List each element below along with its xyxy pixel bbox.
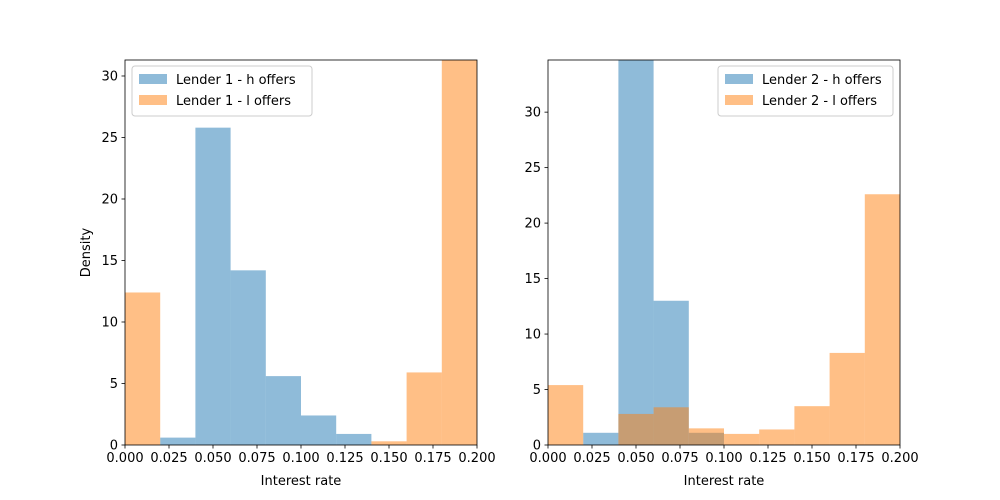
histogram-bar-series-1-bin-0 (125, 292, 161, 445)
legend: Lender 2 - h offers Lender 2 - l offers (717, 65, 894, 117)
legend-swatch (139, 74, 167, 84)
histogram-bar-series-0-bin-0 (583, 432, 619, 445)
histogram-bar-series-1-bin-1 (618, 413, 654, 445)
histogram-bar-series-1-bin-7 (829, 352, 865, 445)
y-tick-label: 30 (524, 106, 541, 121)
left-histogram-panel: 0.000 0.025 0.050 0.075 0.100 0.125 0.150 0.175… (79, 59, 496, 489)
right-histogram-panel: 0.000 0.025 0.050 0.075 0.100 0.125 0.150 0.175… (524, 59, 919, 489)
y-tick-label: 15 (101, 254, 118, 269)
legend-label: Lender 1 - h offers (176, 73, 296, 88)
x-tick-label: 0.175 (837, 451, 874, 466)
histogram-bar-series-1-bin-0 (548, 385, 584, 445)
legend-box (717, 65, 894, 117)
legend-swatch (725, 74, 753, 84)
x-tick-label: 0.175 (414, 451, 451, 466)
legend-label: Lender 2 - l offers (762, 94, 877, 109)
x-tick-label: 0.050 (617, 451, 654, 466)
legend-swatch (725, 95, 753, 105)
y-tick-label: 20 (524, 217, 541, 232)
y-tick-label: 0 (533, 439, 541, 454)
y-tick-label: 10 (101, 315, 118, 330)
legend: Lender 1 - h offers Lender 1 - l offers (131, 65, 313, 117)
histogram-bar-series-0-bin-2 (230, 270, 266, 445)
x-tick-label: 0.200 (881, 451, 918, 466)
x-tick-label: 0.050 (194, 451, 231, 466)
histogram-bar-series-1-bin-2 (406, 372, 442, 445)
y-tick-label: 0 (110, 439, 118, 454)
x-tick-label: 0.100 (705, 451, 742, 466)
x-tick-label: 0.150 (793, 451, 830, 466)
x-tick-label: 0.200 (458, 451, 495, 466)
histogram-bar-series-1-bin-3 (688, 428, 724, 445)
x-tick-label: 0.150 (370, 451, 407, 466)
histogram-bar-series-1-bin-3 (441, 60, 477, 445)
histogram-bar-series-0-bin-1 (618, 60, 654, 445)
histogram-bar-series-1-bin-5 (759, 429, 795, 445)
histogram-bar-series-1-bin-6 (794, 406, 830, 445)
histogram-bar-series-1-bin-8 (864, 194, 900, 445)
histogram-bar-series-1-bin-1 (371, 441, 407, 445)
x-tick-label: 0.025 (150, 451, 187, 466)
histogram-bar-series-1-bin-4 (724, 433, 760, 445)
histogram-bar-series-0-bin-4 (301, 415, 337, 445)
y-tick-label: 20 (101, 192, 118, 207)
x-tick-label: 0.075 (238, 451, 275, 466)
x-axis-label: Interest rate (684, 474, 765, 489)
legend-box (131, 65, 313, 117)
y-tick-label: 15 (524, 272, 541, 287)
legend-label: Lender 2 - h offers (762, 73, 882, 88)
legend-label: Lender 1 - l offers (176, 94, 291, 109)
x-tick-label: 0.100 (282, 451, 319, 466)
histogram-bar-series-0-bin-1 (195, 127, 231, 445)
y-tick-label: 25 (101, 131, 118, 146)
y-tick-label: 10 (524, 328, 541, 343)
histogram-bar-series-0-bin-5 (336, 433, 372, 445)
y-tick-label: 30 (101, 69, 118, 84)
histogram-bar-series-0-bin-3 (265, 376, 301, 445)
y-tick-label: 25 (524, 161, 541, 176)
x-tick-label: 0.000 (529, 451, 566, 466)
x-tick-label: 0.000 (106, 451, 143, 466)
y-tick-label: 5 (533, 383, 541, 398)
x-tick-label: 0.125 (326, 451, 363, 466)
y-axis-label: Density (79, 227, 94, 277)
x-tick-label: 0.125 (749, 451, 786, 466)
x-tick-label: 0.075 (661, 451, 698, 466)
x-tick-label: 0.025 (573, 451, 610, 466)
histogram-bar-series-0-bin-0 (160, 437, 196, 445)
x-axis-label: Interest rate (261, 474, 342, 489)
y-tick-label: 5 (110, 377, 118, 392)
histogram-bar-series-1-bin-2 (653, 407, 689, 445)
legend-swatch (139, 95, 167, 105)
